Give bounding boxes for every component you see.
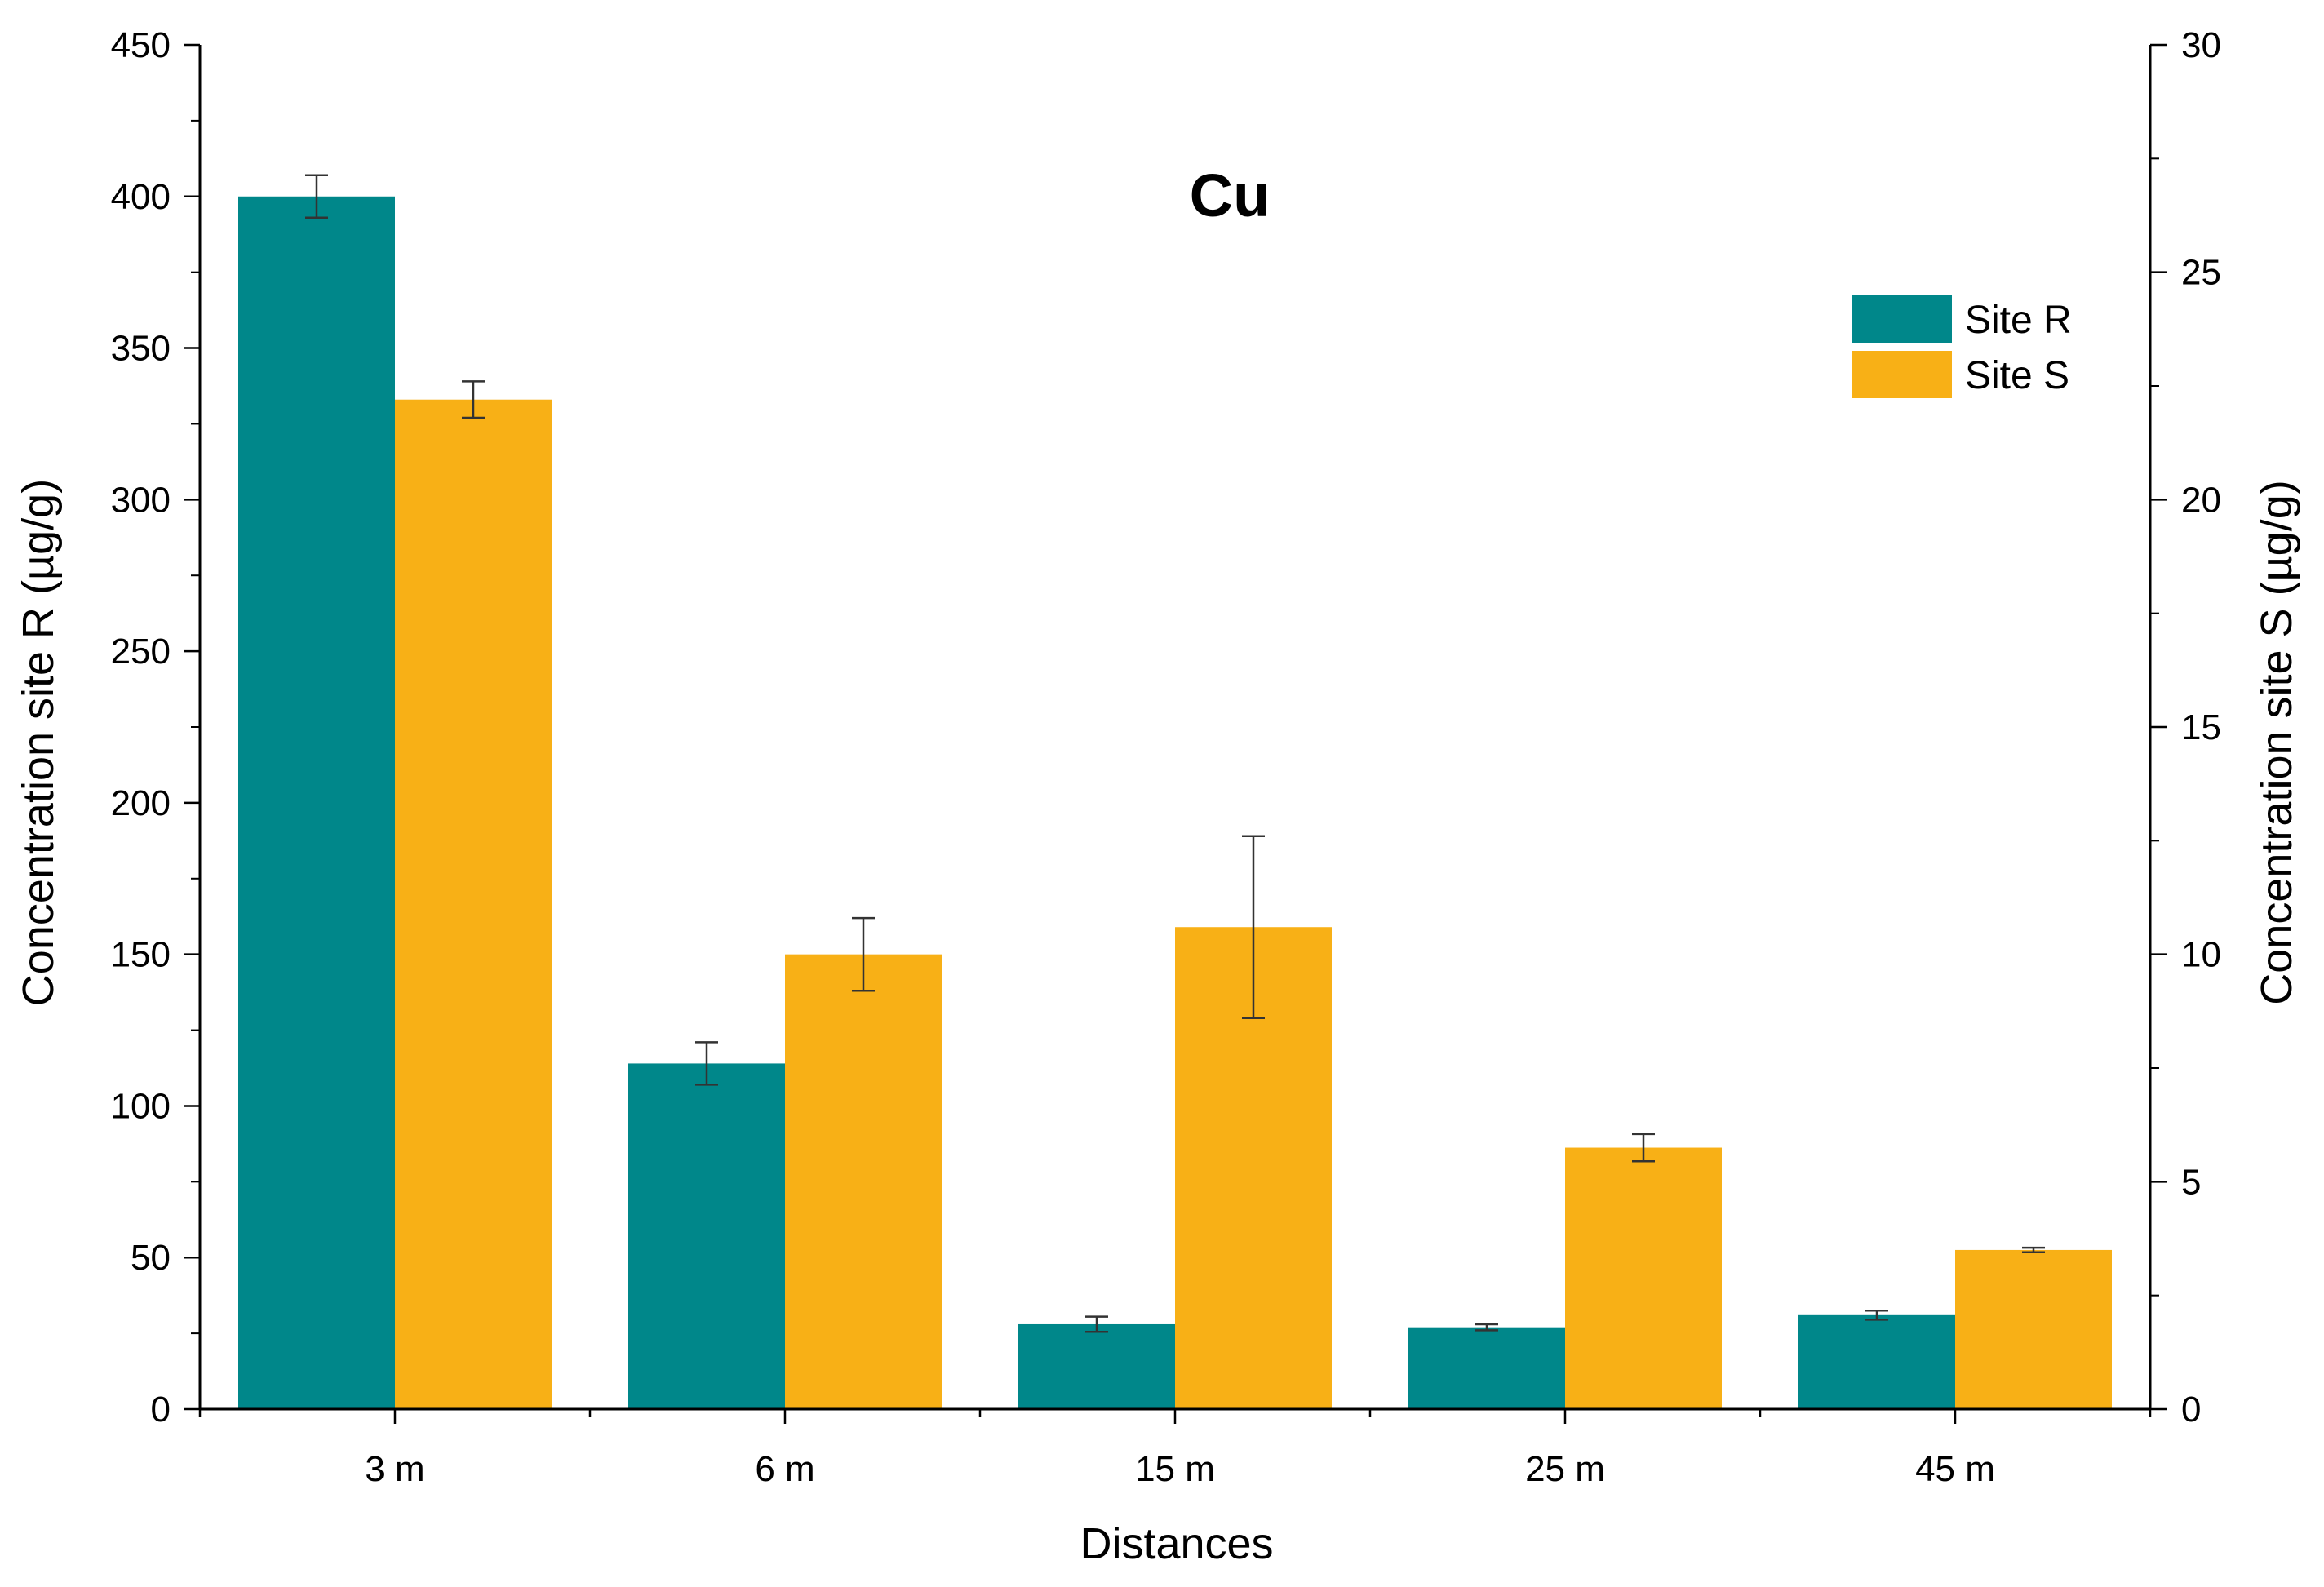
legend-swatch-site-s xyxy=(1852,351,1952,398)
y-left-tick-label: 250 xyxy=(111,632,171,672)
y-right-tick-label: 20 xyxy=(2181,480,2221,520)
y-right-tick-label: 30 xyxy=(2181,25,2221,65)
y-right-tick-label: 15 xyxy=(2181,707,2221,747)
x-tick-label: 45 m xyxy=(1915,1449,1995,1489)
plot-area xyxy=(238,174,2112,1410)
y-left-tick-label: 400 xyxy=(111,177,171,217)
y-left-tick-label: 450 xyxy=(111,25,171,65)
y-right-tick-label: 5 xyxy=(2181,1162,2201,1202)
y-left-tick-label: 300 xyxy=(111,480,171,520)
x-tick-label: 3 m xyxy=(365,1449,424,1489)
legend: Site R Site S xyxy=(1852,295,2072,398)
y-right-tick-label: 10 xyxy=(2181,935,2221,975)
legend-label-site-r: Site R xyxy=(1965,299,2072,342)
y-left-tick-label: 0 xyxy=(151,1390,171,1430)
y-left-tick-label: 50 xyxy=(131,1238,171,1278)
bar-site-s-3m xyxy=(395,399,552,1410)
bar-site-s-25m xyxy=(1565,1147,1722,1409)
bar-site-r-6m xyxy=(628,1063,785,1409)
bar-site-s-6m xyxy=(785,954,942,1409)
legend-swatch-site-r xyxy=(1852,295,1952,343)
x-tick-label: 15 m xyxy=(1135,1449,1215,1489)
bar-site-r-25m xyxy=(1408,1327,1565,1409)
y-left-tick-label: 200 xyxy=(111,783,171,823)
y-axis-left-title: Concentration site R (µg/g) xyxy=(14,479,63,1006)
x-tick-label: 6 m xyxy=(755,1449,814,1489)
y-left-tick-label: 150 xyxy=(111,935,171,975)
y-axis-right-title: Concentration site S (µg/g) xyxy=(2252,480,2301,1004)
bar-site-r-15m xyxy=(1018,1323,1175,1409)
bar-site-r-3m xyxy=(238,196,395,1409)
x-axis-title: Distances xyxy=(1080,1519,1273,1568)
x-tick-label: 25 m xyxy=(1525,1449,1605,1489)
y-left-tick-label: 100 xyxy=(111,1086,171,1126)
chart-title: Cu xyxy=(1190,162,1271,229)
y-left-tick-label: 350 xyxy=(111,329,171,369)
y-right-tick-label: 25 xyxy=(2181,253,2221,293)
legend-label-site-s: Site S xyxy=(1965,354,2069,397)
bar-site-s-45m xyxy=(1955,1249,2112,1409)
y-right-tick-label: 0 xyxy=(2181,1390,2201,1430)
bar-site-r-45m xyxy=(1798,1314,1955,1409)
